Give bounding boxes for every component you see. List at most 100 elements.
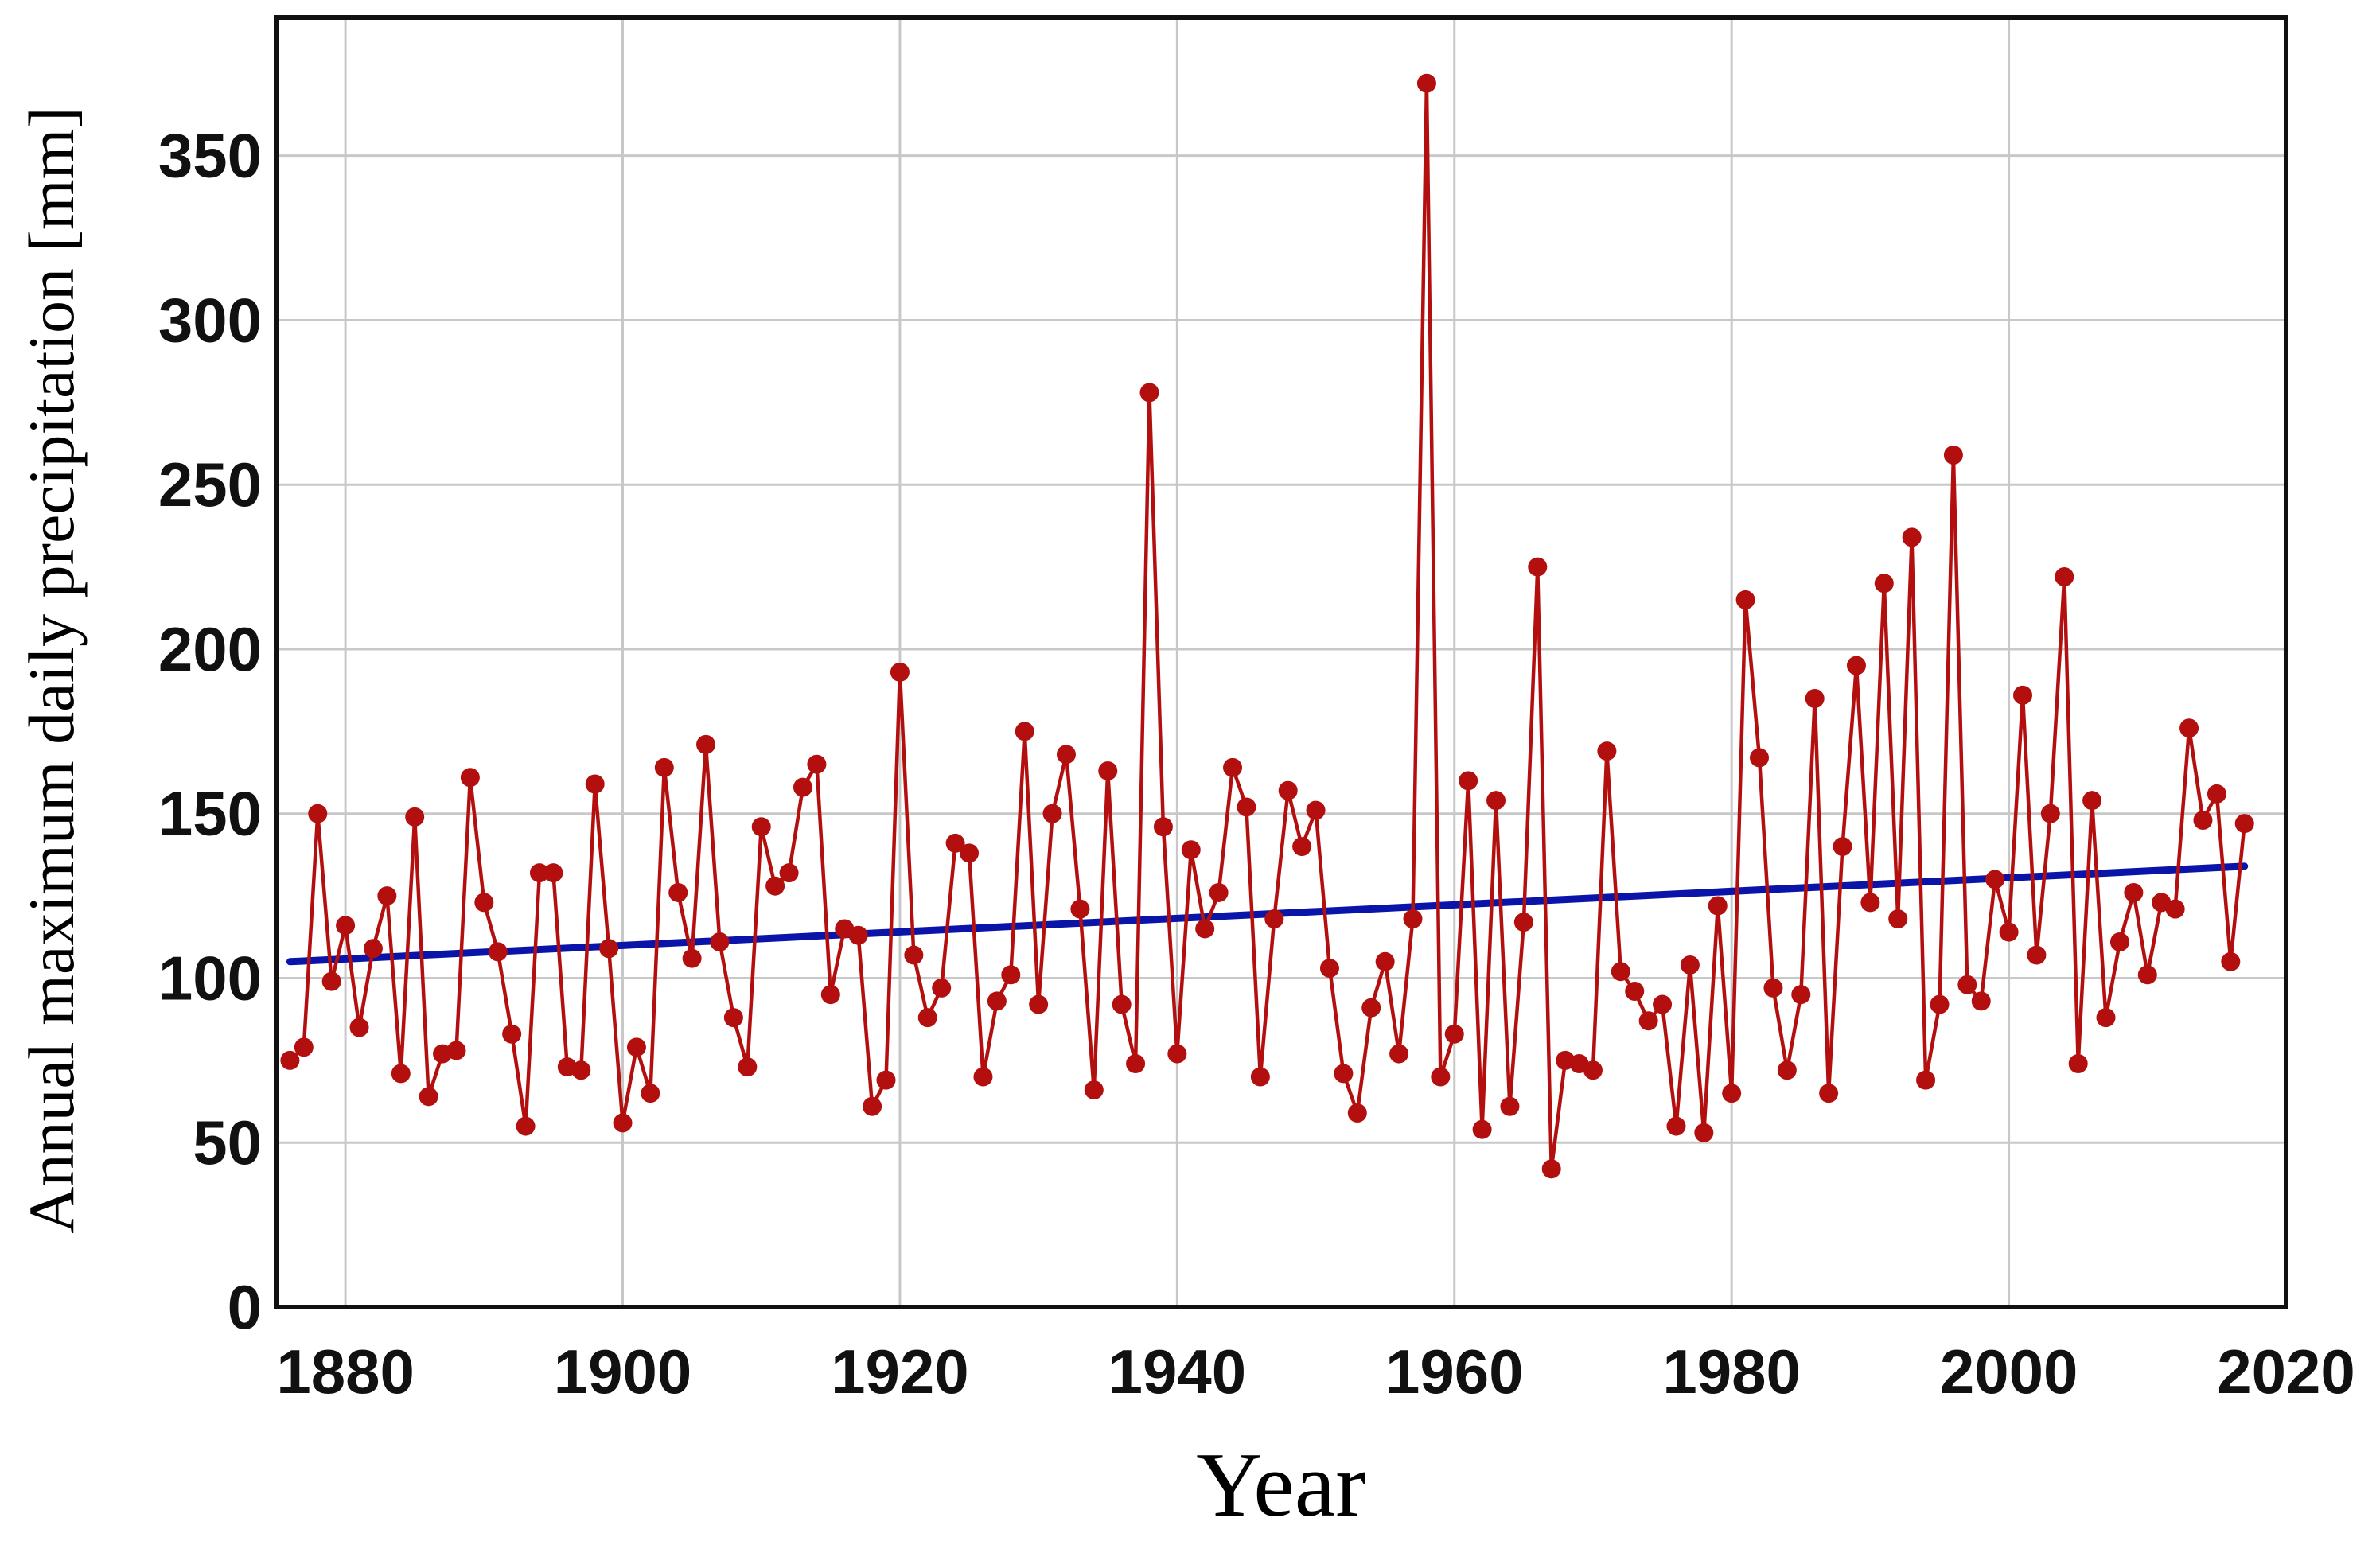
data-point — [1181, 840, 1201, 860]
series-line — [288, 81, 2246, 1171]
data-point — [1500, 1096, 1520, 1116]
y-axis-title: Annual maximum daily precipitation [mm] — [15, 107, 88, 1233]
data-point — [446, 1041, 466, 1060]
data-point — [2040, 804, 2060, 823]
y-tick-label: 0 — [228, 1272, 262, 1342]
data-point — [1319, 959, 1339, 979]
data-point — [585, 774, 605, 794]
data-point — [682, 948, 702, 968]
data-point — [1694, 1123, 1714, 1142]
data-point — [932, 978, 952, 998]
data-point — [765, 876, 785, 896]
data-point — [1292, 837, 1312, 857]
data-point — [1444, 1024, 1464, 1044]
data-point — [1264, 909, 1284, 929]
data-point — [723, 1008, 743, 1028]
data-point — [641, 1084, 660, 1103]
data-point — [2221, 951, 2241, 971]
plot-frame — [274, 15, 2288, 1309]
x-tick-label: 1960 — [1385, 1337, 1524, 1407]
data-point — [502, 1024, 522, 1044]
data-point — [1403, 909, 1423, 929]
data-point — [668, 882, 688, 902]
data-point — [904, 945, 924, 965]
data-point — [1250, 1067, 1270, 1087]
data-point — [1416, 73, 1436, 93]
data-point — [738, 1057, 758, 1077]
data-point — [1347, 1103, 1367, 1123]
data-point — [1680, 955, 1700, 975]
data-point — [793, 777, 812, 797]
data-point — [1042, 804, 1062, 823]
data-point — [654, 757, 674, 777]
data-point — [1098, 761, 1118, 780]
data-point — [1943, 445, 1963, 465]
data-point — [1597, 741, 1617, 761]
data-point — [377, 886, 397, 906]
data-point — [779, 863, 799, 883]
data-point — [474, 893, 494, 913]
data-point — [1541, 1159, 1561, 1179]
data-point — [1278, 780, 1298, 800]
data-point — [1583, 1060, 1603, 1080]
data-point — [1209, 882, 1229, 902]
data-point — [1361, 998, 1381, 1018]
data-point — [1750, 748, 1770, 768]
data-point — [2165, 899, 2185, 919]
data-point — [1513, 913, 1533, 932]
data-point — [2109, 932, 2129, 951]
data-point — [807, 754, 827, 774]
data-point — [1126, 1053, 1146, 1073]
data-point — [863, 1096, 882, 1116]
data-point — [1860, 893, 1880, 913]
x-tick-label: 1920 — [831, 1337, 969, 1407]
x-tick-label: 2020 — [2217, 1337, 2355, 1407]
data-point — [1902, 527, 1922, 547]
data-point — [973, 1067, 993, 1087]
data-point — [1833, 837, 1852, 857]
series-line-group — [288, 81, 2246, 1171]
data-point — [391, 1064, 411, 1084]
data-point — [876, 1070, 896, 1090]
data-point — [890, 662, 910, 682]
data-point — [1999, 922, 2019, 942]
data-point — [1223, 757, 1243, 777]
data-point — [751, 817, 771, 837]
grid-lines — [276, 18, 2286, 1307]
data-point — [1611, 962, 1630, 982]
data-point — [2068, 1053, 2088, 1073]
data-point — [280, 1050, 300, 1070]
data-point — [1777, 1060, 1797, 1080]
data-point — [1306, 800, 1326, 820]
data-point — [1112, 994, 1132, 1014]
data-point — [488, 942, 508, 962]
y-tick-label: 250 — [158, 449, 262, 520]
data-point — [1056, 745, 1076, 765]
data-point — [1486, 791, 1506, 811]
data-point — [2055, 566, 2074, 586]
data-point — [2096, 1008, 2116, 1028]
data-point — [2013, 685, 2033, 705]
data-point — [626, 1037, 646, 1057]
x-tick-label: 1880 — [276, 1337, 415, 1407]
data-point — [1638, 1011, 1658, 1031]
x-tick-label: 1980 — [1662, 1337, 1801, 1407]
tick-labels: 1880 1900 1920 1940 1960 1980 2000 2020 0 50 100 15… — [158, 121, 2355, 1407]
data-point — [2137, 965, 2157, 985]
data-point — [1001, 965, 1021, 985]
data-point — [1528, 557, 1548, 577]
data-point — [1084, 1080, 1104, 1100]
x-tick-label: 1900 — [554, 1337, 692, 1407]
data-point — [1805, 688, 1825, 708]
data-point — [945, 833, 965, 853]
data-point — [363, 939, 383, 959]
data-point — [1666, 1116, 1686, 1136]
data-point — [987, 991, 1007, 1011]
data-point — [2082, 791, 2102, 811]
data-point — [2179, 718, 2199, 738]
x-axis-title: Year — [1196, 1434, 1366, 1536]
data-point — [820, 985, 840, 1005]
series-points — [280, 73, 2254, 1179]
data-point — [2193, 810, 2213, 830]
data-point — [1625, 982, 1645, 1002]
